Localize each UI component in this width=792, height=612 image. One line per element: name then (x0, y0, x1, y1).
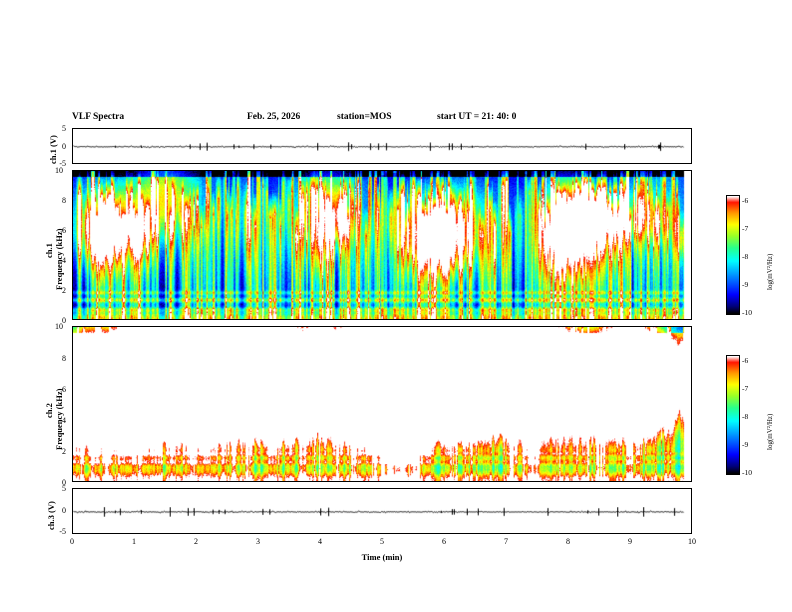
colorbar-ch2-tick-8: -8 (742, 412, 749, 421)
figure-title: VLF Spectra (72, 112, 125, 122)
ytick-ch2-spec-4: 4 (62, 416, 66, 425)
xtick-5: 5 (380, 537, 384, 546)
colorbar-ch2-tick-10: -10 (742, 468, 752, 477)
ytick-ch1-spec-4: 4 (62, 256, 66, 265)
xtick-8: 8 (566, 537, 570, 546)
figure-header: VLF Spectra Feb. 25, 2026 station=MOS st… (72, 112, 692, 126)
colorbar-ch2-tick-9: -9 (742, 440, 749, 449)
colorbar-ch1-tick-8: -8 (742, 252, 749, 261)
figure-date: Feb. 25, 2026 (247, 112, 301, 122)
colorbar-ch1-tick-10: -10 (742, 308, 752, 317)
colorbar-ch2-tick-6: -6 (742, 356, 749, 365)
colorbar-ch1-label: log(mV²/Hz) (766, 253, 774, 290)
colorbar-ch2-label: log(mV²/Hz) (766, 413, 774, 450)
colorbar-ch1-gradient (727, 196, 739, 314)
xtick-9: 9 (628, 537, 632, 546)
ytick-ch1-spec-0: 0 (62, 316, 66, 325)
ytick-ch2-spec-2: 2 (62, 447, 66, 456)
ytick-ch1-spec-2: 2 (62, 286, 66, 295)
ch2-spectrogram-canvas (73, 327, 691, 481)
xtick-10: 10 (688, 537, 696, 546)
panel-ch3-waveform (72, 488, 692, 534)
ytick-ch3-wave-neg5: -5 (59, 527, 66, 536)
ch3-waveform-canvas (73, 489, 691, 533)
panel-ch1-spectrogram (72, 170, 692, 320)
ytick-ch2-spec-0: 0 (62, 478, 66, 487)
xtick-3: 3 (256, 537, 260, 546)
xtick-6: 6 (442, 537, 446, 546)
colorbar-ch2-tick-7: -7 (742, 384, 749, 393)
ytick-ch3-wave-5: 5 (62, 484, 66, 493)
ytick-ch1-spec-10: 10 (55, 166, 63, 175)
ytick-ch2-spec-8: 8 (62, 354, 66, 363)
panel-ch2-spectrogram (72, 326, 692, 482)
ytick-ch1-spec-8: 8 (62, 196, 66, 205)
ytick-ch2-spec-6: 6 (62, 385, 66, 394)
xtick-4: 4 (318, 537, 322, 546)
colorbar-ch1-tick-7: -7 (742, 224, 749, 233)
x-axis-label: Time (min) (361, 552, 403, 562)
ytick-ch1-spec-6: 6 (62, 226, 66, 235)
ytick-ch1-wave-5: 5 (62, 124, 66, 133)
figure-start-ut: start UT = 21: 40: 0 (437, 112, 517, 122)
xtick-1: 1 (132, 537, 136, 546)
colorbar-ch1 (726, 195, 740, 315)
colorbar-ch1-tick-6: -6 (742, 196, 749, 205)
ch1-waveform-canvas (73, 129, 691, 163)
ytick-ch1-wave-0: 0 (62, 142, 66, 151)
ytick-ch1-wave-neg5: -5 (59, 159, 66, 168)
xtick-2: 2 (194, 537, 198, 546)
ytick-ch2-spec-10: 10 (55, 322, 63, 331)
xtick-0: 0 (70, 537, 74, 546)
panel-ch1-waveform (72, 128, 692, 164)
colorbar-ch1-tick-9: -9 (742, 280, 749, 289)
ch1-spectrogram-canvas (73, 171, 691, 319)
colorbar-ch2 (726, 355, 740, 475)
figure-station: station=MOS (337, 112, 392, 122)
xtick-7: 7 (504, 537, 508, 546)
ytick-ch3-wave-0: 0 (62, 506, 66, 515)
colorbar-ch2-gradient (727, 356, 739, 474)
